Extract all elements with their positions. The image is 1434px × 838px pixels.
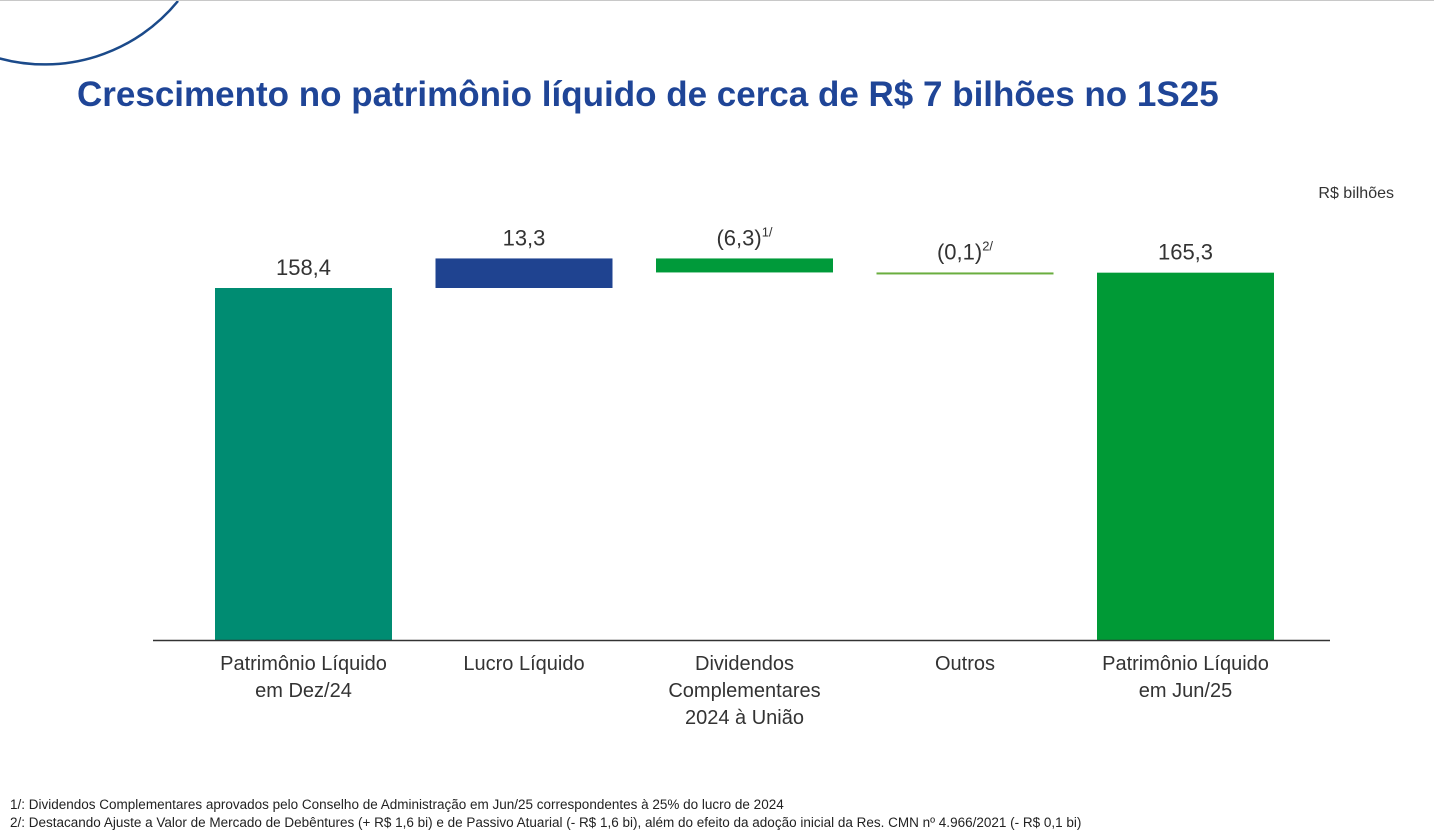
bar-5 (1097, 272, 1274, 640)
footnote-2: 2/: Destacando Ajuste a Valor de Mercado… (10, 815, 1082, 830)
data-label-4: (0,1)2/ (937, 238, 993, 264)
data-label-2: 13,3 (503, 225, 546, 250)
data-label-1: 158,4 (276, 255, 331, 280)
bar-2 (435, 258, 613, 288)
data-label-3: (6,3)1/ (716, 224, 772, 250)
footnote-1: 1/: Dividendos Complementares aprovados … (10, 797, 784, 812)
page-title: Crescimento no patrimônio líquido de cer… (77, 75, 1219, 114)
data-label-5: 165,3 (1158, 240, 1213, 265)
category-label-2: Lucro Líquido (463, 653, 585, 675)
category-label-4: Outros (934, 653, 996, 675)
category-label-1: Patrimônio Líquido em Dez/24 (220, 653, 387, 702)
category-label-3: Dividendos Complementares 2024 à União (668, 653, 821, 729)
unit-label: R$ bilhões (1318, 185, 1394, 202)
category-label-5: Patrimônio Líquido em Jun/25 (1102, 653, 1269, 702)
bar-4 (876, 272, 1054, 275)
bar-1 (215, 288, 392, 640)
decorative-arc (0, 1, 179, 66)
bar-3 (656, 258, 833, 273)
